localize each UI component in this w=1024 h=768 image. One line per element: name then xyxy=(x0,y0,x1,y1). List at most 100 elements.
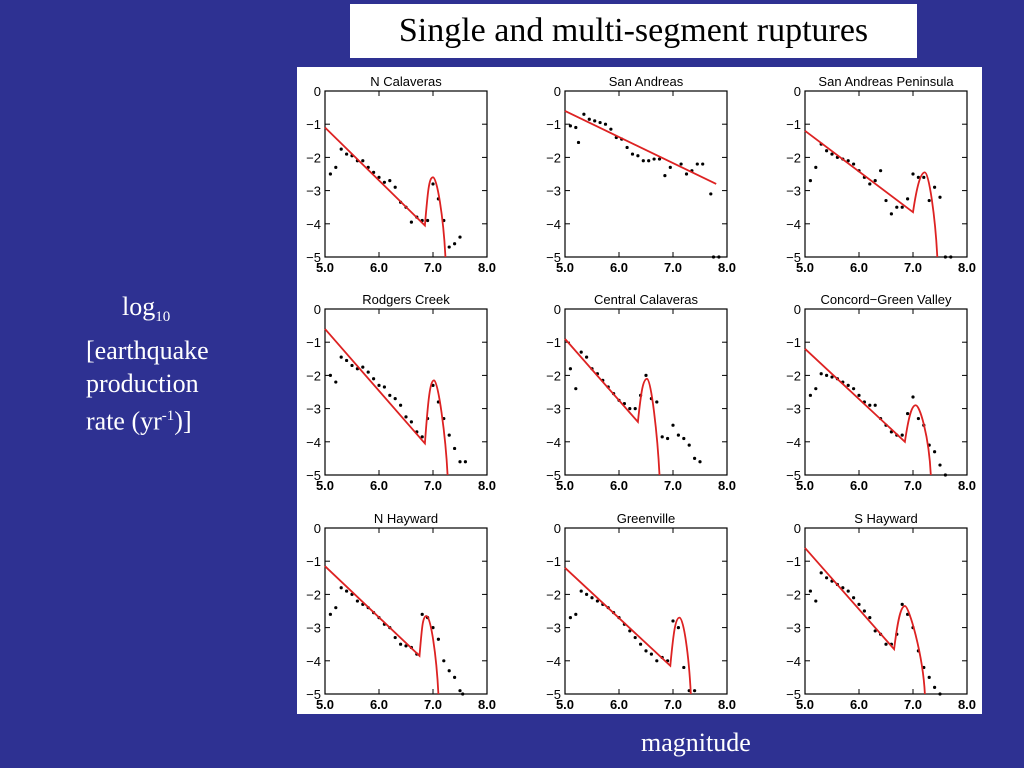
data-point xyxy=(825,373,829,377)
x-tick-label: 8.0 xyxy=(958,260,976,275)
data-point xyxy=(447,245,451,249)
y-tick-label: −2 xyxy=(306,150,321,165)
data-point xyxy=(458,460,462,464)
data-point xyxy=(655,400,659,404)
data-point xyxy=(345,358,349,363)
data-point xyxy=(933,685,937,689)
y-tick-label: −2 xyxy=(306,587,321,602)
data-point xyxy=(628,407,632,411)
data-point xyxy=(889,212,894,216)
x-tick-label: 8.0 xyxy=(718,260,736,275)
fit-line xyxy=(804,547,926,695)
data-point xyxy=(361,159,365,163)
y-axis-label-superscript: -1 xyxy=(161,408,175,425)
x-tick-label: 8.0 xyxy=(478,478,496,493)
x-tick-label: 5.0 xyxy=(316,478,334,493)
data-point xyxy=(852,387,856,391)
data-point xyxy=(676,626,680,630)
y-tick-label: −2 xyxy=(546,587,561,602)
data-point xyxy=(568,616,572,620)
data-point xyxy=(949,255,953,259)
data-point xyxy=(372,377,376,381)
data-point xyxy=(819,571,823,575)
chart-5: Central Calaveras 0 −1 −2 −3 −4 −55.0 6.0 7.0 8.0 xyxy=(546,292,736,493)
data-point xyxy=(679,162,683,166)
plot-frame xyxy=(324,527,488,695)
plot-frame xyxy=(804,90,968,258)
data-point xyxy=(641,159,645,163)
data-point xyxy=(453,446,457,451)
data-point xyxy=(399,403,403,407)
y-tick-label: −4 xyxy=(786,217,801,232)
y-tick-label: −4 xyxy=(306,217,321,232)
chart-4: Rodgers Creek 0 −1 −2 −3 −4 −55.0 6.0 7.0 8.0 xyxy=(306,292,496,493)
y-tick-label: −3 xyxy=(546,621,561,636)
data-point xyxy=(857,602,861,606)
data-point xyxy=(676,433,680,437)
y-axis-label-rate: rate (yr xyxy=(86,406,162,436)
x-tick-label: 8.0 xyxy=(958,478,976,493)
data-point xyxy=(461,692,465,696)
x-tick-label: 5.0 xyxy=(316,697,334,712)
y-tick-label: −1 xyxy=(546,117,561,132)
y-tick-label: −5 xyxy=(786,250,801,265)
data-point xyxy=(350,363,354,368)
plot-frame xyxy=(324,90,488,258)
data-point xyxy=(846,589,850,593)
x-tick-label: 8.0 xyxy=(718,697,736,712)
chart-title: N Hayward xyxy=(374,511,438,526)
data-point xyxy=(409,220,413,224)
y-tick-label: −1 xyxy=(306,554,321,569)
y-tick-label: −5 xyxy=(306,687,321,702)
data-point xyxy=(873,403,877,407)
data-point xyxy=(693,456,697,460)
data-point xyxy=(339,586,343,590)
data-point xyxy=(657,157,662,161)
plot-frame xyxy=(564,90,728,258)
data-point xyxy=(334,165,338,169)
y-tick-label: −5 xyxy=(546,687,561,702)
y-tick-label: −1 xyxy=(786,117,801,132)
data-point xyxy=(447,433,451,437)
y-tick-label: −5 xyxy=(546,468,561,483)
data-point xyxy=(431,626,435,630)
data-point xyxy=(943,255,948,259)
y-tick-label: −4 xyxy=(546,435,561,450)
chart-6: Concord−Green Valley 0 −1 −2 −3 −4 −55.0 6.0 7.0… xyxy=(786,292,976,493)
data-point xyxy=(598,120,602,125)
y-tick-label: −3 xyxy=(546,184,561,199)
y-tick-label: −5 xyxy=(786,687,801,702)
data-point xyxy=(382,385,386,389)
data-point xyxy=(345,152,349,156)
data-point xyxy=(857,393,861,397)
y-tick-label: 0 xyxy=(794,302,801,317)
y-tick-label: −2 xyxy=(306,368,321,383)
data-point xyxy=(339,147,343,151)
x-tick-label: 7.0 xyxy=(424,478,442,493)
data-point xyxy=(808,393,812,397)
data-point xyxy=(671,619,675,623)
data-point xyxy=(582,112,586,116)
data-point xyxy=(404,644,408,648)
data-point xyxy=(420,612,424,616)
data-point xyxy=(873,179,877,183)
x-tick-label: 8.0 xyxy=(478,260,496,275)
data-point xyxy=(458,235,462,239)
data-point xyxy=(698,460,702,464)
fit-line xyxy=(324,126,447,258)
data-point xyxy=(916,175,921,179)
chart-title: Rodgers Creek xyxy=(362,292,450,307)
y-tick-label: 0 xyxy=(554,521,561,536)
data-point xyxy=(671,423,675,427)
data-point xyxy=(393,397,397,401)
fit-line xyxy=(564,110,717,185)
data-point xyxy=(884,642,888,646)
data-point xyxy=(682,436,686,441)
y-axis-label: log10 [earthquake production rate (yr-1)… xyxy=(86,290,286,438)
data-point xyxy=(625,145,629,150)
x-tick-label: 7.0 xyxy=(904,260,922,275)
y-tick-label: 0 xyxy=(554,302,561,317)
data-point xyxy=(663,174,667,178)
x-tick-label: 7.0 xyxy=(904,697,922,712)
